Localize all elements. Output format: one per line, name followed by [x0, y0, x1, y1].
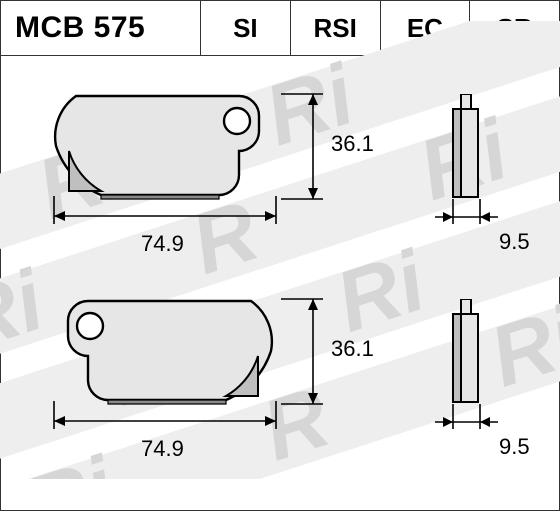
dim-line-bottom-width	[51, 401, 281, 441]
outer-frame: MCB 575 SI RSI EC SR Ri Ri Ri R Ri Ri Ri	[0, 0, 560, 511]
brake-pad-bottom	[51, 296, 276, 405]
brake-pad-top	[51, 91, 276, 200]
variant-rsi: RSI	[291, 1, 381, 55]
variant-si: SI	[201, 1, 291, 55]
variant-sr: SR	[470, 1, 559, 55]
header-row: MCB 575 SI RSI EC SR	[1, 1, 559, 56]
dim-top-height: 36.1	[331, 131, 374, 157]
dim-top-thick: 9.5	[499, 229, 530, 255]
dim-bottom-width: 74.9	[141, 436, 184, 462]
dim-bottom-height: 36.1	[331, 336, 374, 362]
brake-pad-bottom-profile	[451, 299, 481, 407]
drawing-stage: 36.1 74.9 9.5	[1, 56, 559, 510]
variant-ec: EC	[381, 1, 471, 55]
brake-pad-top-profile	[451, 94, 481, 202]
part-number: MCB 575	[1, 1, 201, 55]
dim-line-top-width	[51, 196, 281, 236]
dim-bottom-thick: 9.5	[499, 434, 530, 460]
dim-top-width: 74.9	[141, 231, 184, 257]
